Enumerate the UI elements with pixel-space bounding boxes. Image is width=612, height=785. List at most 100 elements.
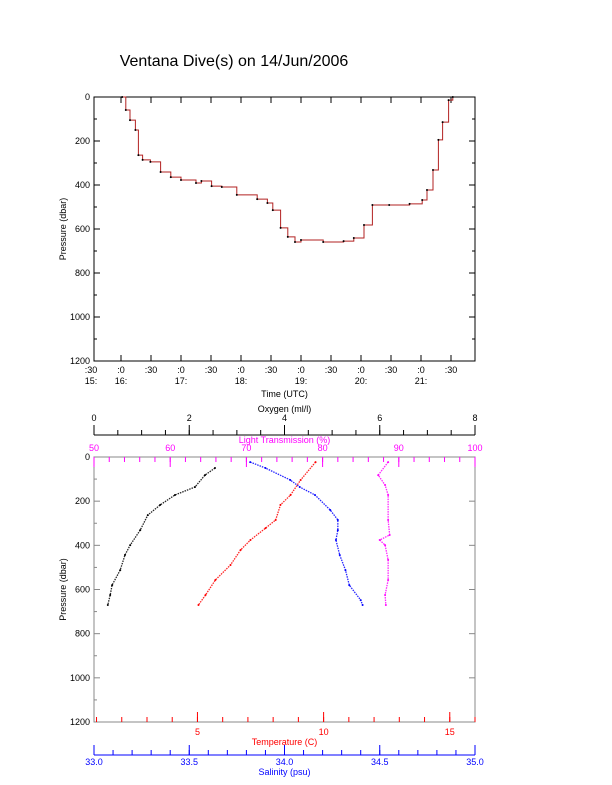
salinity-point [329, 509, 332, 511]
light-tick-label: 80 [318, 443, 328, 453]
x-tick-minute-label: :30 [325, 365, 338, 375]
pressure-point [447, 99, 450, 102]
salinity-tick-label: 34.5 [371, 757, 389, 767]
top-plot-frame [93, 96, 476, 362]
salinity-point [313, 493, 316, 496]
oxygen-point [159, 503, 162, 506]
pressure-point [437, 138, 440, 141]
temperature-tick-label: 5 [195, 727, 200, 737]
temperature-point [314, 461, 317, 464]
y-tick-label: 1200 [70, 717, 90, 727]
x-tick-hour-label: 20: [355, 376, 368, 386]
salinity-tick-label: 33.5 [180, 757, 198, 767]
y-axis-title: Pressure (dbar) [58, 558, 68, 621]
x-tick-hour-label: 18: [235, 376, 248, 386]
y-tick-label: 0 [85, 92, 90, 102]
temperature-point [289, 493, 292, 496]
pressure-point [134, 129, 137, 131]
pressure-point [441, 121, 444, 124]
oxygen-tick-label: 2 [187, 413, 192, 423]
salinity-point [298, 486, 301, 489]
pressure-point [129, 119, 131, 122]
salinity-tick-label: 33.0 [85, 757, 103, 767]
light-tick-label: 60 [165, 443, 175, 453]
y-tick-label: 600 [75, 224, 90, 234]
pressure-point [342, 240, 345, 243]
pressure-point [432, 169, 434, 172]
oxygen-point [139, 529, 142, 532]
pressure-point [300, 239, 302, 241]
temperature-point [264, 527, 267, 530]
temperature-point [239, 548, 242, 551]
pressure-point [271, 209, 274, 212]
pressure-point [388, 204, 391, 207]
chart-title: Ventana Dive(s) on 14/Jun/2006 [120, 53, 349, 70]
pressure-point [149, 160, 152, 163]
pressure-point [286, 235, 289, 238]
pressure-point [195, 182, 197, 185]
light-point [377, 474, 380, 477]
temperature-tick-label: 10 [319, 727, 329, 737]
oxygen-profile-line [107, 467, 216, 606]
light-point [388, 533, 391, 536]
salinity-tick-label: 35.0 [466, 757, 484, 767]
y-tick-label: 1000 [70, 312, 90, 322]
y-tick-label: 200 [75, 136, 90, 146]
temperature-tick-label: 15 [445, 727, 455, 737]
temperature-point [299, 478, 302, 481]
temperature-point [279, 503, 282, 506]
y-tick-label: 1200 [70, 356, 90, 366]
y-tick-label: 0 [85, 452, 90, 462]
pressure-point [220, 185, 223, 188]
pressure-point [169, 176, 172, 179]
salinity-point [361, 603, 364, 606]
oxygen-tick-label: 4 [282, 413, 287, 423]
salinity-point [249, 461, 252, 464]
light-point [387, 579, 390, 582]
y-tick-label: 200 [75, 496, 90, 506]
y-axis-title: Pressure (dbar) [58, 198, 68, 261]
light-point [384, 484, 387, 487]
pressure-point [322, 240, 325, 243]
x-tick-minute-label: :0 [417, 365, 425, 375]
x-tick-minute-label: :30 [445, 365, 458, 375]
oxygen-point [203, 474, 206, 477]
light-point [387, 558, 390, 561]
pressure-point [363, 224, 365, 227]
pressure-point [408, 202, 411, 205]
y-tick-label: 1000 [70, 673, 90, 683]
oxygen-point [213, 467, 216, 470]
y-tick-label: 600 [75, 585, 90, 595]
salinity-point [338, 554, 341, 557]
oxygen-axis-title: Oxygen (ml/l) [258, 404, 312, 414]
light-axis-title: Light Transmission (%) [239, 435, 331, 445]
oxygen-tick-label: 0 [91, 413, 96, 423]
oxygen-point [106, 603, 109, 606]
pressure-point [124, 108, 127, 111]
salinity-axis-title: Salinity (psu) [258, 767, 310, 777]
oxygen-point [129, 544, 132, 547]
salinity-point [336, 518, 339, 521]
x-tick-hour-label: 15: [85, 376, 98, 386]
pressure-point [421, 198, 424, 201]
pressure-point [426, 189, 428, 192]
pressure-point [180, 178, 182, 181]
salinity-point [348, 584, 351, 587]
x-tick-minute-label: :0 [177, 365, 185, 375]
y-tick-label: 800 [75, 268, 90, 278]
x-tick-minute-label: :30 [85, 365, 98, 375]
light-point [378, 539, 381, 542]
light-tick-label: 100 [467, 443, 482, 453]
pressure-point [159, 171, 162, 174]
temperature-point [214, 579, 217, 582]
light-tick-label: 70 [241, 443, 251, 453]
light-point [387, 461, 390, 464]
oxygen-point [193, 486, 196, 489]
pressure-point [235, 193, 238, 196]
x-tick-minute-label: :0 [237, 365, 245, 375]
light-point [387, 493, 390, 496]
x-tick-minute-label: :30 [145, 365, 158, 375]
x-tick-hour-label: 16: [115, 376, 128, 386]
pressure-trace-line [122, 96, 454, 243]
